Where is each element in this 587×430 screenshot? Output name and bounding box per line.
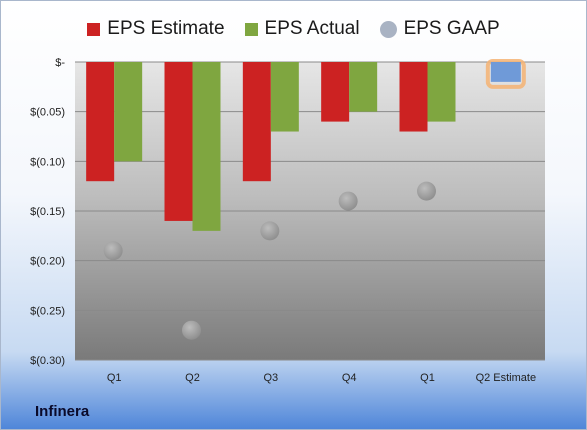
dot-eps-gaap [417,181,436,201]
y-tick-label: $(0.20) [30,256,65,268]
legend-label-eps-estimate: EPS Estimate [107,18,225,39]
bar-eps-estimate [321,62,350,122]
bar-eps-actual [192,62,221,231]
bar-eps-actual [349,62,378,112]
bar-eps-estimate [399,62,428,132]
bar-q2-estimate-outline [485,59,526,89]
legend-swatch-eps-gaap [379,20,397,38]
company-name: Infinera [35,403,90,420]
bar-eps-estimate [86,62,115,182]
x-tick-label: Q2 Estimate [476,372,537,384]
bar-eps-actual [270,62,299,132]
bar-q2-estimate [490,62,521,82]
y-tick-label: $(0.10) [30,156,65,168]
bar-eps-estimate [242,62,271,182]
legend-item-eps-actual: EPS Actual [244,18,360,40]
bar-eps-actual [427,62,456,122]
x-tick-label: Q1 [107,372,122,384]
dot-eps-gaap [182,320,201,340]
legend-item-eps-gaap: EPS GAAP [379,18,500,40]
legend-item-eps-estimate: EPS Estimate [87,18,225,40]
legend-label-eps-actual: EPS Actual [264,18,360,39]
legend-swatch-eps-estimate [87,22,101,36]
legend-label-eps-gaap: EPS GAAP [403,18,500,39]
bar-eps-estimate [164,62,193,221]
dot-eps-gaap [338,191,358,211]
x-tick-label: Q3 [263,372,278,384]
y-tick-label: $(0.15) [30,206,65,218]
x-tick-label: Q1 [420,372,435,384]
y-tick-label: $- [55,57,65,69]
dot-eps-gaap [260,221,280,241]
y-tick-label: $(0.25) [30,305,65,317]
bar-eps-actual [114,62,143,162]
y-tick-label: $(0.05) [30,107,65,119]
y-tick-label: $(0.30) [30,355,65,367]
legend-swatch-eps-actual [244,22,258,36]
x-tick-label: Q4 [342,372,357,384]
dot-eps-gaap [103,241,123,261]
x-tick-label: Q2 [185,372,200,384]
chart-legend: EPS Estimate EPS Actual EPS GAAP [0,14,587,44]
